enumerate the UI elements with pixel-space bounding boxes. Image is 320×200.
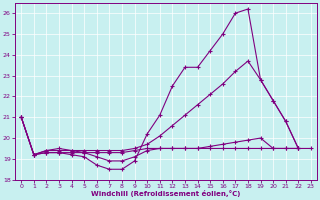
X-axis label: Windchill (Refroidissement éolien,°C): Windchill (Refroidissement éolien,°C) xyxy=(92,190,241,197)
